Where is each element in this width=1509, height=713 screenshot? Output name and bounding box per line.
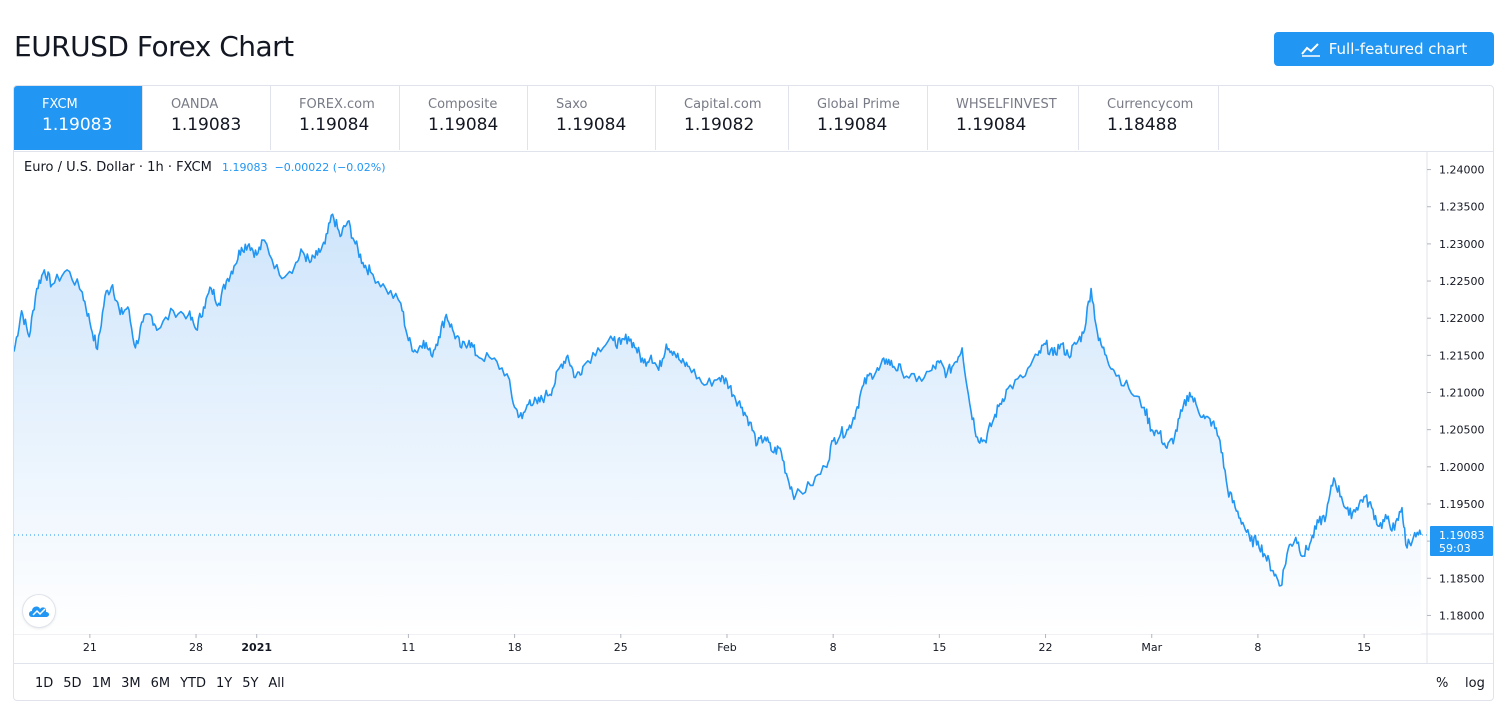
x-tick-label: 8 [1254,641,1261,654]
tab-price: 1.19083 [171,115,242,135]
tab-source-label: FXCM [42,97,78,112]
x-tick-label: 15 [1357,641,1371,654]
chart-panel: FXCM 1.19083 OANDA 1.19083 FOREX.com 1.1… [13,85,1494,701]
x-tick-label: 8 [830,641,837,654]
x-tick-label: Feb [717,641,736,654]
tab-source-label: OANDA [171,97,219,112]
range-button-6m[interactable]: 6M [150,676,171,691]
tab-global-prime[interactable]: Global Prime 1.19084 [789,86,928,150]
range-button-ytd[interactable]: YTD [180,676,206,691]
y-tick-label: 1.24000 [1439,164,1485,177]
y-tick-label: 1.22500 [1439,275,1485,288]
tradingview-cloud-icon[interactable] [23,595,55,627]
tab-price: 1.19084 [428,115,499,135]
last-price-label: 1.19083 [1439,529,1485,542]
x-tick-label: 2021 [241,641,272,654]
range-button-3m[interactable]: 3M [121,676,141,691]
tab-price: 1.19083 [42,115,113,135]
tab-whselfinvest[interactable]: WHSELFINVEST 1.19084 [928,86,1079,150]
tab-source-label: Saxo [556,97,588,112]
tab-source-label: WHSELFINVEST [956,97,1057,112]
tab-capital-com[interactable]: Capital.com 1.19082 [656,86,789,150]
y-tick-label: 1.23500 [1439,201,1485,214]
series-line [14,213,1422,587]
legend-last-price: 1.19083 [221,161,268,174]
y-tick-label: 1.19500 [1439,498,1485,511]
chart-line-icon [1300,43,1320,57]
range-buttons: 1D 5D 1M 3M 6M YTD 1Y 5Y All [30,676,290,691]
last-price-label-bg [1430,525,1493,556]
tab-price: 1.18488 [1107,115,1178,135]
tab-price: 1.19084 [817,115,888,135]
range-button-all[interactable]: All [268,676,285,691]
x-tick-label: 28 [189,641,203,654]
range-button-5d[interactable]: 5D [63,676,82,691]
page-title: EURUSD Forex Chart [14,30,294,63]
tab-source-label: FOREX.com [299,97,375,112]
y-tick-label: 1.18500 [1439,572,1485,585]
chart-legend: Euro / U.S. Dollar · 1h · FXCM 1.19083 −… [24,160,386,175]
bottom-toolbar: 1D 5D 1M 3M 6M YTD 1Y 5Y All % log [14,663,1493,700]
full-featured-chart-label: Full-featured chart [1328,40,1468,58]
x-tick-label: 18 [508,641,522,654]
tab-price: 1.19082 [684,115,755,135]
tab-source-label: Composite [428,97,498,112]
range-button-1m[interactable]: 1M [91,676,112,691]
x-tick-label: 11 [401,641,415,654]
x-tick-label: 15 [932,641,946,654]
tab-oanda[interactable]: OANDA 1.19083 [143,86,271,150]
y-tick-label: 1.18000 [1439,609,1485,622]
series-area [14,214,1421,634]
x-tick-label: 21 [83,641,97,654]
percent-scale-button[interactable]: % [1436,676,1449,691]
y-tick-label: 1.20500 [1439,424,1485,437]
countdown-label: 59:03 [1439,542,1471,555]
y-tick-label: 1.20000 [1439,461,1485,474]
y-tick-label: 1.21000 [1439,387,1485,400]
x-tick-label: Mar [1141,641,1162,654]
legend-symbol: Euro / U.S. Dollar · 1h · FXCM [24,160,212,175]
tab-fxcm[interactable]: FXCM 1.19083 [14,86,143,150]
y-tick-label: 1.21500 [1439,349,1485,362]
tab-currencycom[interactable]: Currencycom 1.18488 [1079,86,1219,150]
tab-composite[interactable]: Composite 1.19084 [400,86,528,150]
range-button-1d[interactable]: 1D [35,676,54,691]
source-tabs: FXCM 1.19083 OANDA 1.19083 FOREX.com 1.1… [14,86,1493,152]
price-chart[interactable]: 1.24000 1.23500 1.23000 1.22500 1.22000 1.215… [14,151,1493,663]
legend-change: −0.00022 (−0.02%) [274,161,386,174]
x-tick-label: 22 [1039,641,1053,654]
range-button-5y[interactable]: 5Y [242,676,259,691]
x-tick-label: 25 [614,641,628,654]
tab-price: 1.19084 [299,115,370,135]
y-tick-label: 1.22000 [1439,312,1485,325]
tab-price: 1.19084 [956,115,1027,135]
y-tick-label: 1.23000 [1439,238,1485,251]
range-button-1y[interactable]: 1Y [215,676,233,691]
full-featured-chart-button[interactable]: Full-featured chart [1274,32,1494,66]
tab-saxo[interactable]: Saxo 1.19084 [528,86,656,150]
tab-source-label: Currencycom [1107,97,1194,112]
log-scale-button[interactable]: log [1465,676,1485,691]
tab-source-label: Global Prime [817,97,900,112]
tab-forex-com[interactable]: FOREX.com 1.19084 [271,86,400,150]
tab-price: 1.19084 [556,115,627,135]
tab-source-label: Capital.com [684,97,762,112]
